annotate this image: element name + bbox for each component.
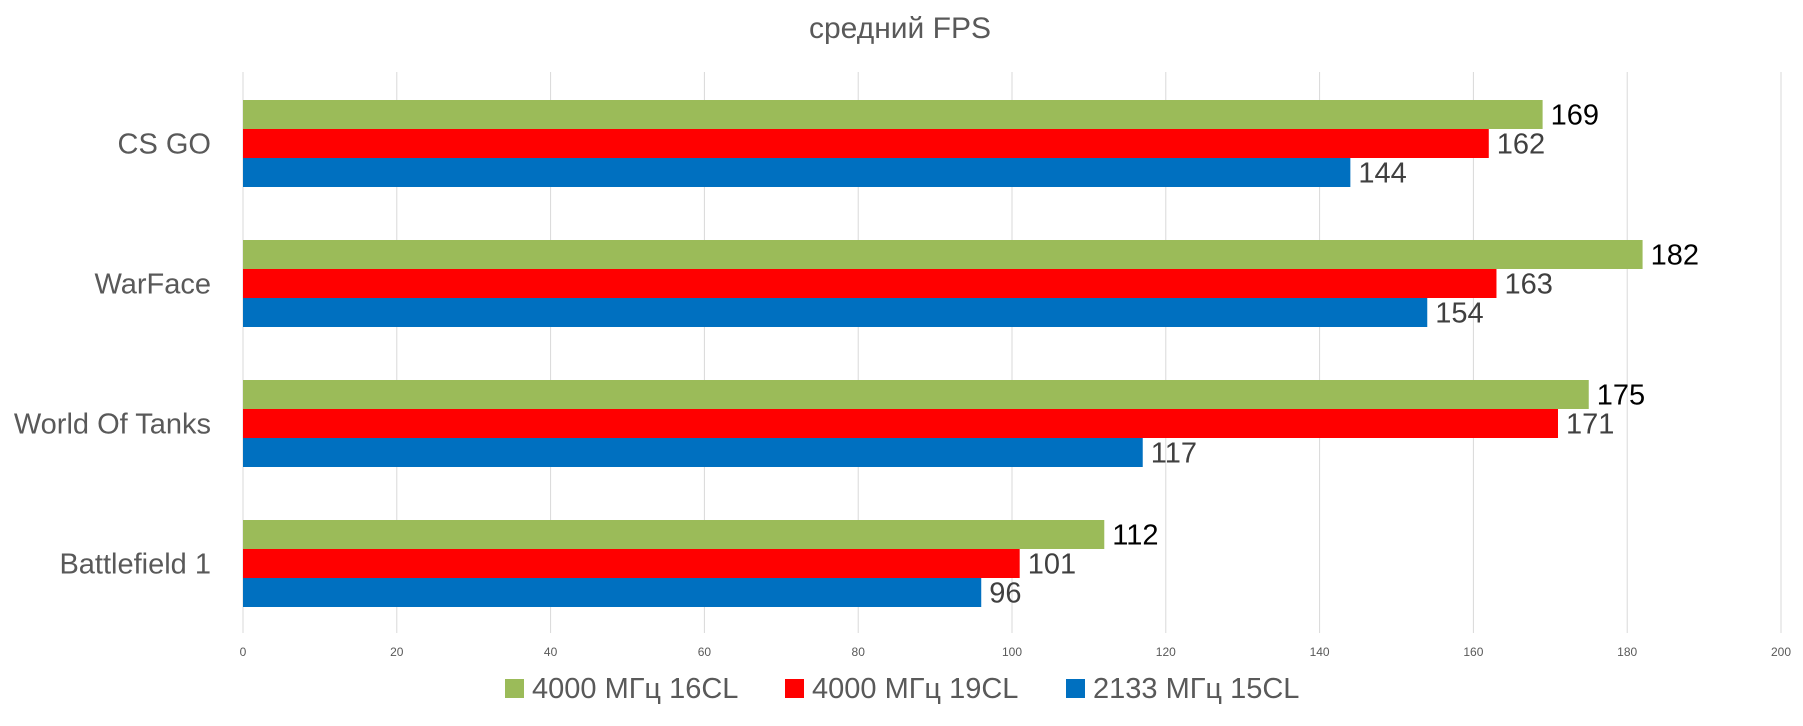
value-label-warface-series-1: 182 [1651, 240, 1699, 272]
bar-cs-go-series-3 [243, 158, 1351, 187]
legend-swatch-series-2 [785, 679, 804, 698]
bar-warface-series-3 [243, 298, 1428, 327]
tick-label-40: 40 [544, 645, 558, 659]
tick-label-100: 100 [1002, 645, 1022, 659]
bar-battlefield-1-series-1 [243, 520, 1105, 549]
legend-label-series-1: 4000 МГц 16CL [532, 673, 738, 705]
bar-battlefield-1-series-2 [243, 549, 1020, 578]
bars [243, 100, 1643, 607]
bar-world-of-tanks-series-1 [243, 380, 1589, 409]
value-label-battlefield-1-series-3: 96 [989, 578, 1021, 610]
legend: 4000 МГц 16CL 4000 МГц 19CL 2133 МГц 15CL [505, 673, 1299, 705]
bar-cs-go-series-2 [243, 129, 1489, 158]
chart-title: средний FPS [809, 12, 991, 45]
x-axis-tick-labels: 0 20 40 60 80 100 120 140 160 180 200 [240, 645, 1792, 659]
category-label-cs-go: CS GO [118, 129, 211, 161]
value-label-world-of-tanks-series-1: 175 [1597, 380, 1645, 412]
y-axis-category-labels: CS GO WarFace World Of Tanks Battlefield 1 [14, 129, 211, 581]
tick-label-160: 160 [1463, 645, 1483, 659]
category-label-warface: WarFace [94, 269, 211, 301]
value-label-battlefield-1-series-1: 112 [1112, 520, 1158, 552]
tick-label-20: 20 [390, 645, 404, 659]
bar-warface-series-1 [243, 240, 1643, 269]
value-label-world-of-tanks-series-3: 117 [1151, 438, 1197, 470]
legend-swatch-series-3 [1066, 679, 1085, 698]
category-label-world-of-tanks: World Of Tanks [14, 409, 211, 441]
legend-label-series-2: 4000 МГц 19CL [812, 673, 1018, 705]
category-label-battlefield-1: Battlefield 1 [59, 549, 211, 581]
value-label-battlefield-1-series-2: 101 [1028, 549, 1076, 581]
tick-label-180: 180 [1617, 645, 1637, 659]
bar-world-of-tanks-series-2 [243, 409, 1558, 438]
value-label-cs-go-series-1: 169 [1551, 100, 1599, 132]
bar-warface-series-2 [243, 269, 1497, 298]
tick-label-120: 120 [1156, 645, 1176, 659]
tick-label-0: 0 [240, 645, 247, 659]
legend-swatch-series-1 [505, 679, 524, 698]
tick-label-60: 60 [698, 645, 712, 659]
tick-label-80: 80 [852, 645, 866, 659]
bar-cs-go-series-1 [243, 100, 1543, 129]
value-label-cs-go-series-2: 162 [1497, 129, 1545, 161]
tick-label-140: 140 [1310, 645, 1330, 659]
legend-label-series-3: 2133 МГц 15CL [1093, 673, 1299, 705]
value-label-world-of-tanks-series-2: 171 [1566, 409, 1614, 441]
bar-battlefield-1-series-3 [243, 578, 982, 607]
value-label-warface-series-2: 163 [1504, 269, 1552, 301]
bar-world-of-tanks-series-3 [243, 438, 1143, 467]
tick-label-200: 200 [1771, 645, 1791, 659]
value-label-cs-go-series-3: 144 [1358, 158, 1406, 190]
value-label-warface-series-3: 154 [1435, 298, 1483, 330]
